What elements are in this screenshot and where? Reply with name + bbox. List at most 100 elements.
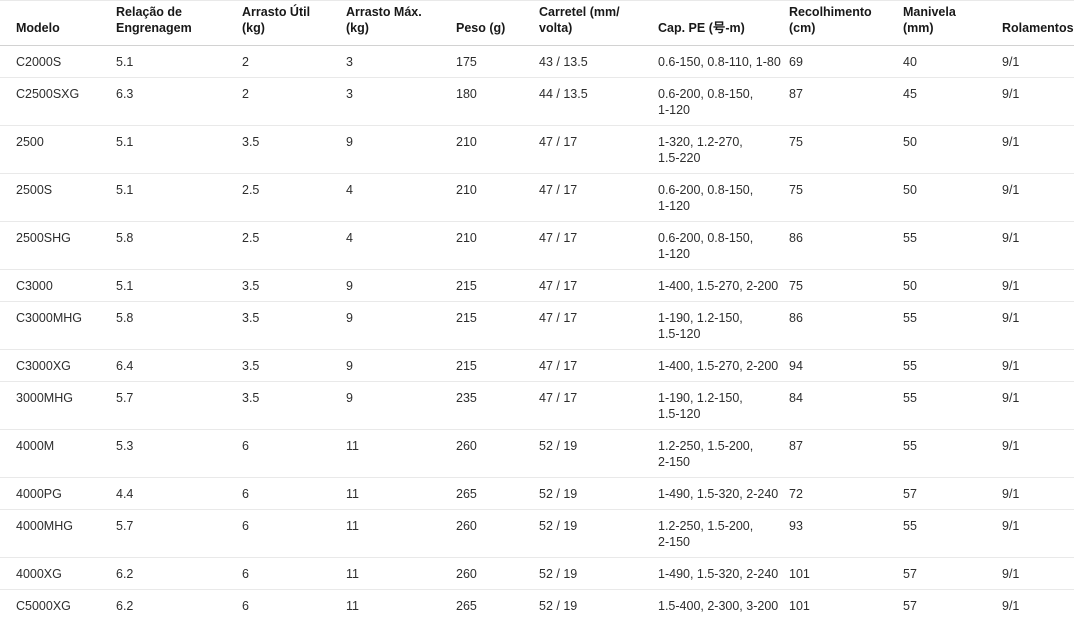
cell-relacao: 5.8 [116,221,242,270]
cell-carretel: 52 / 19 [539,589,658,620]
cell-cap_pe: 1-320, 1.2-270, 1.5-220 [658,125,789,174]
table-row: C3000XG 6.4 3.5 9 215 47 / 17 1-400, 1.5-270, … [0,349,1074,382]
cell-carretel: 52 / 19 [539,429,658,478]
cell-arrasto_max: 9 [346,269,456,302]
cell-peso: 260 [456,429,539,478]
cell-modelo: C3000XG [0,349,116,382]
cell-relacao: 5.7 [116,509,242,558]
cell-recolhimento: 94 [789,349,903,382]
cell-arrasto_util: 2.5 [242,221,346,270]
cell-modelo: 4000XG [0,557,116,590]
cell-rolamentos: 9/1 [1002,125,1074,174]
cell-arrasto_max: 9 [346,125,456,174]
column-header-cap_pe: Cap. PE (号-m) [658,0,789,46]
cell-relacao: 5.8 [116,301,242,350]
column-header-arrasto_max: Arrasto Máx. (kg) [346,0,456,46]
cell-carretel: 47 / 17 [539,349,658,382]
cell-manivela: 55 [903,509,1002,558]
cell-arrasto_max: 9 [346,301,456,350]
cell-arrasto_util: 3.5 [242,269,346,302]
cell-arrasto_max: 11 [346,429,456,478]
cell-arrasto_max: 3 [346,45,456,78]
cell-relacao: 6.4 [116,349,242,382]
cell-manivela: 45 [903,77,1002,126]
cell-carretel: 47 / 17 [539,269,658,302]
cell-arrasto_util: 3.5 [242,381,346,430]
cell-arrasto_max: 9 [346,349,456,382]
cell-rolamentos: 9/1 [1002,301,1074,350]
cell-arrasto_util: 6 [242,509,346,558]
cell-cap_pe: 0.6-200, 0.8-150, 1-120 [658,77,789,126]
cell-carretel: 47 / 17 [539,221,658,270]
cell-rolamentos: 9/1 [1002,589,1074,620]
cell-manivela: 55 [903,301,1002,350]
column-header-arrasto_util: Arrasto Útil (kg) [242,0,346,46]
cell-relacao: 5.1 [116,45,242,78]
table-row: 4000MHG 5.7 6 11 260 52 / 19 1.2-250, 1.5-200,… [0,509,1074,558]
cell-carretel: 47 / 17 [539,125,658,174]
cell-cap_pe: 1-400, 1.5-270, 2-200 [658,269,789,302]
table-row: 4000M 5.3 6 11 260 52 / 19 1.2-250, 1.5-200, 2… [0,429,1074,478]
cell-modelo: 4000MHG [0,509,116,558]
cell-recolhimento: 86 [789,221,903,270]
cell-rolamentos: 9/1 [1002,173,1074,222]
column-header-peso: Peso (g) [456,0,539,46]
cell-rolamentos: 9/1 [1002,509,1074,558]
cell-carretel: 44 / 13.5 [539,77,658,126]
cell-arrasto_util: 3.5 [242,301,346,350]
cell-rolamentos: 9/1 [1002,557,1074,590]
cell-modelo: 4000PG [0,477,116,510]
cell-relacao: 5.1 [116,125,242,174]
cell-peso: 210 [456,125,539,174]
cell-recolhimento: 75 [789,125,903,174]
cell-manivela: 55 [903,429,1002,478]
cell-relacao: 5.3 [116,429,242,478]
cell-arrasto_util: 2 [242,45,346,78]
cell-recolhimento: 93 [789,509,903,558]
table-row: 4000PG 4.4 6 11 265 52 / 19 1-490, 1.5-320, 2-… [0,477,1074,510]
table-row: 2500SHG 5.8 2.5 4 210 47 / 17 0.6-200, 0.8-150… [0,221,1074,270]
cell-modelo: 3000MHG [0,381,116,430]
cell-rolamentos: 9/1 [1002,477,1074,510]
cell-cap_pe: 0.6-150, 0.8-110, 1-80 [658,45,789,78]
cell-relacao: 6.3 [116,77,242,126]
cell-arrasto_util: 2.5 [242,173,346,222]
cell-relacao: 5.1 [116,269,242,302]
cell-rolamentos: 9/1 [1002,349,1074,382]
cell-carretel: 52 / 19 [539,509,658,558]
cell-arrasto_max: 9 [346,381,456,430]
column-header-carretel: Carretel (mm/ volta) [539,0,658,46]
cell-arrasto_max: 11 [346,589,456,620]
column-header-manivela: Manivela (mm) [903,0,1002,46]
cell-recolhimento: 75 [789,173,903,222]
cell-peso: 215 [456,349,539,382]
cell-recolhimento: 69 [789,45,903,78]
cell-peso: 260 [456,557,539,590]
cell-modelo: C3000MHG [0,301,116,350]
cell-relacao: 5.7 [116,381,242,430]
table-header-row: Modelo Relação de Engrenagem Arrasto Útil … [0,0,1074,46]
cell-cap_pe: 0.6-200, 0.8-150, 1-120 [658,221,789,270]
table-row: C3000 5.1 3.5 9 215 47 / 17 1-400, 1.5-270, 2-… [0,269,1074,302]
cell-relacao: 6.2 [116,589,242,620]
table-row: 2500S 5.1 2.5 4 210 47 / 17 0.6-200, 0.8-150, … [0,173,1074,222]
cell-peso: 215 [456,301,539,350]
table-header: Modelo Relação de Engrenagem Arrasto Útil … [0,0,1074,46]
cell-cap_pe: 1.2-250, 1.5-200, 2-150 [658,429,789,478]
cell-manivela: 57 [903,557,1002,590]
cell-peso: 235 [456,381,539,430]
cell-recolhimento: 75 [789,269,903,302]
cell-arrasto_util: 3.5 [242,125,346,174]
cell-cap_pe: 1.2-250, 1.5-200, 2-150 [658,509,789,558]
cell-arrasto_util: 2 [242,77,346,126]
cell-manivela: 57 [903,589,1002,620]
cell-recolhimento: 84 [789,381,903,430]
cell-peso: 265 [456,589,539,620]
cell-manivela: 55 [903,381,1002,430]
cell-cap_pe: 1.5-400, 2-300, 3-200 [658,589,789,620]
cell-relacao: 5.1 [116,173,242,222]
table-row: C5000XG 6.2 6 11 265 52 / 19 1.5-400, 2-300, 3… [0,589,1074,620]
cell-carretel: 47 / 17 [539,173,658,222]
